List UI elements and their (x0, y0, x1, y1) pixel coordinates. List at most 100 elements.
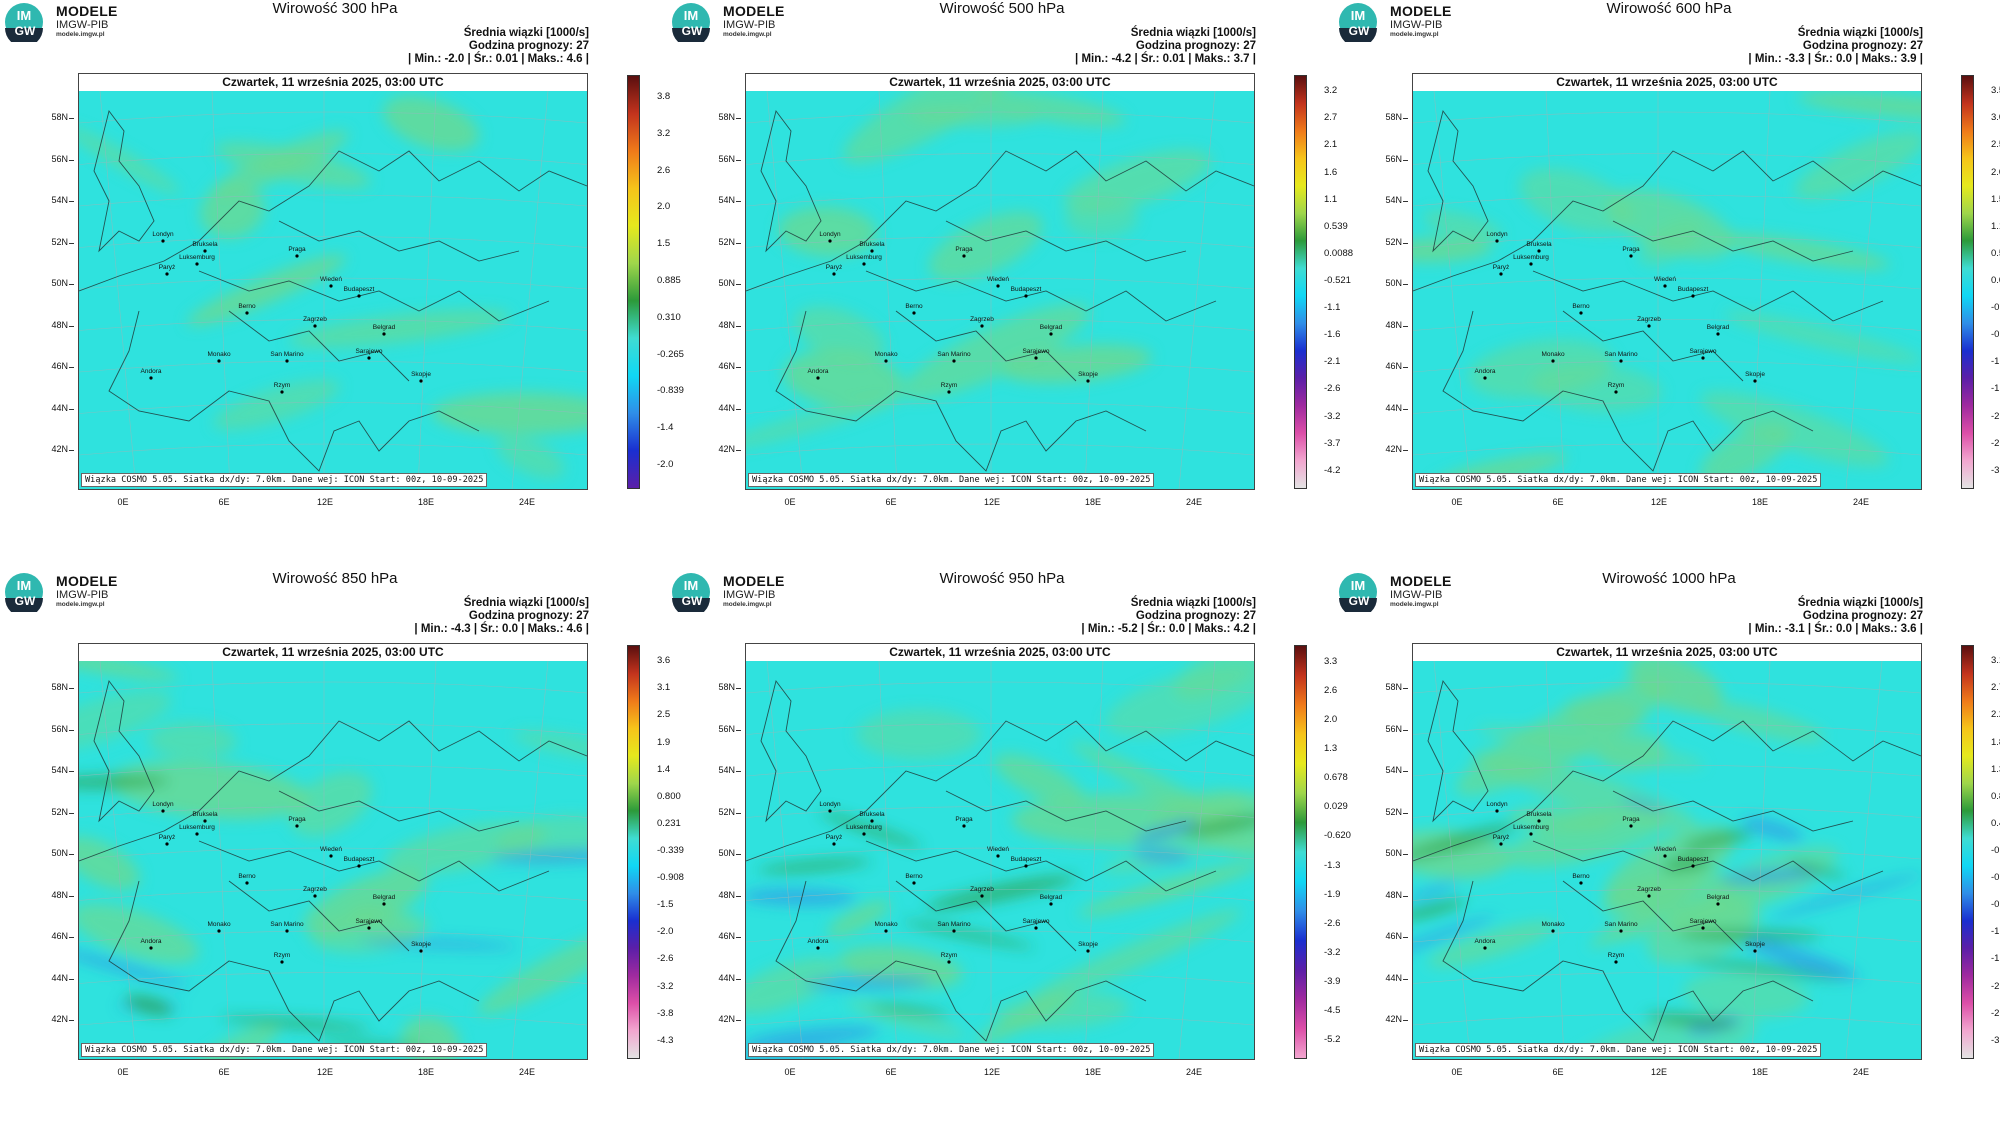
city-marker: Belgrad (1707, 324, 1730, 336)
city-label: Rzym (941, 952, 958, 959)
city-marker: Sarajewo (355, 918, 383, 930)
city-marker: Sarajewo (1689, 918, 1717, 930)
logo-badge-bottom: GW (15, 24, 36, 38)
stats-values: | Min.: -3.1 | Śr.: 0.0 | Maks.: 3.6 | (1748, 623, 1923, 635)
city-label: Bruksela (859, 241, 885, 248)
city-label: Paryż (826, 264, 843, 271)
forecast-panel: IM GW MODELE IMGW-PIB modele.imgw.pl Wirowość… (1334, 0, 2000, 560)
colorbar-tick: 0.539 (1324, 220, 1348, 232)
stats-values: | Min.: -4.3 | Śr.: 0.0 | Maks.: 4.6 | (414, 623, 589, 635)
graticule (1413, 661, 1921, 1059)
logo-line1: MODELE (723, 3, 785, 19)
city-label: Wiedeń (320, 276, 342, 283)
colorbar-tick: 1.8 (1991, 736, 2000, 748)
colorbar-tick: 1.5 (657, 238, 671, 250)
city-label: Berno (1572, 303, 1590, 310)
vorticity-patches (746, 91, 1212, 450)
lon-label: 0E (1451, 497, 1463, 507)
colorbar-tick: -3.2 (1324, 946, 1341, 958)
city-marker: Londyn (819, 801, 841, 813)
city-label: Praga (288, 246, 306, 253)
colorbar-tick: 2.5 (657, 709, 671, 721)
city-label: Zagrzeb (970, 316, 994, 323)
colorbar-tick: -2.1 (1324, 356, 1341, 368)
city-marker: Bruksela (1526, 811, 1552, 823)
colorbar-tick: -4.2 (1324, 464, 1341, 476)
city-label: Budapeszt (344, 856, 375, 863)
city-label: Belgrad (1040, 324, 1063, 331)
colorbar-tick: -4.3 (657, 1034, 674, 1046)
city-label: Paryż (159, 264, 176, 271)
city-marker: San Marino (1604, 351, 1638, 363)
city-marker: Belgrad (1707, 894, 1730, 906)
colorbar-tick: -1.5 (657, 899, 674, 911)
city-marker: Bruksela (192, 811, 218, 823)
logo-badge-bottom: GW (1349, 594, 1370, 608)
lon-label: 18E (1751, 1067, 1768, 1077)
city-label: Monako (874, 921, 898, 928)
colorbar-tick: -2.7 (1991, 1007, 2000, 1019)
city-label: Zagrzeb (970, 886, 994, 893)
logo-url: modele.imgw.pl (56, 31, 105, 39)
map-frame: Czwartek, 11 września 2025, 03:00 UTC Lon… (745, 73, 1255, 490)
stats-values: | Min.: -5.2 | Śr.: 0.0 | Maks.: 4.2 | (1081, 623, 1256, 635)
graticule (1413, 91, 1921, 489)
city-marker: Londyn (1486, 231, 1508, 243)
city-marker: Londyn (1486, 801, 1508, 813)
lon-label: 6E (218, 1067, 230, 1077)
lon-label: 6E (1552, 497, 1564, 507)
colorbar-tick: 3.8 (657, 91, 671, 103)
logo-text: MODELE IMGW-PIB modele.imgw.pl (56, 3, 118, 39)
forecast-hour: Godzina prognozy: 27 (1135, 40, 1256, 52)
city-label: San Marino (270, 921, 304, 928)
city-label: Luksemburg (846, 254, 882, 261)
city-marker: Budapeszt (344, 856, 375, 868)
lon-label: 24E (1185, 1067, 1202, 1077)
lat-label: 50N (709, 278, 741, 288)
city-label: Londyn (819, 231, 841, 238)
city-marker: Zagrzeb (303, 316, 327, 328)
city-label: Luksemburg (179, 824, 215, 831)
stats-values: | Min.: -4.2 | Śr.: 0.01 | Maks.: 3.7 | (1075, 53, 1256, 65)
city-label: Bruksela (192, 241, 218, 248)
city-label: Andora (141, 938, 162, 945)
city-marker: Monako (1541, 921, 1565, 933)
city-label: Londyn (1486, 231, 1508, 238)
lat-label: 46N (709, 361, 741, 371)
lon-label: 24E (518, 1067, 535, 1077)
city-marker: Paryż (1493, 834, 1509, 846)
city-marker: Zagrzeb (970, 316, 994, 328)
lat-label: 46N (42, 931, 74, 941)
lat-label: 48N (42, 890, 74, 900)
lat-label: 52N (709, 807, 741, 817)
forecast-panel: IM GW MODELE IMGW-PIB modele.imgw.pl Wirowość… (667, 570, 1351, 1130)
city-marker: Belgrad (1040, 894, 1063, 906)
lon-label: 18E (1084, 1067, 1101, 1077)
vorticity-patches (79, 661, 587, 1059)
city-marker: Berno (238, 303, 256, 315)
stats-block: Średnia wiązki [1000/s] Godzina prognozy:… (1081, 597, 1256, 636)
colorbar-tick: 0.090 (1991, 275, 2000, 286)
coastlines (79, 109, 587, 472)
city-marker: Bruksela (859, 811, 885, 823)
colorbar-tick: -0.839 (657, 385, 684, 397)
city-marker: Wiedeń (987, 276, 1009, 288)
lon-label: 6E (885, 1067, 897, 1077)
colorbar-tick: -1.8 (1991, 383, 2000, 395)
city-label: Budapeszt (344, 286, 375, 293)
logo-line2: IMGW-PIB (1390, 589, 1443, 602)
city-marker: Rzym (274, 382, 290, 394)
lat-label: 44N (42, 403, 74, 413)
lat-label: 54N (1376, 195, 1408, 205)
city-label: Monako (207, 351, 231, 358)
logo-badge-top: IM (17, 578, 31, 593)
city-marker: Luksemburg (846, 254, 882, 266)
city-label: Monako (874, 351, 898, 358)
colorbar-tick: -2.6 (657, 953, 674, 965)
